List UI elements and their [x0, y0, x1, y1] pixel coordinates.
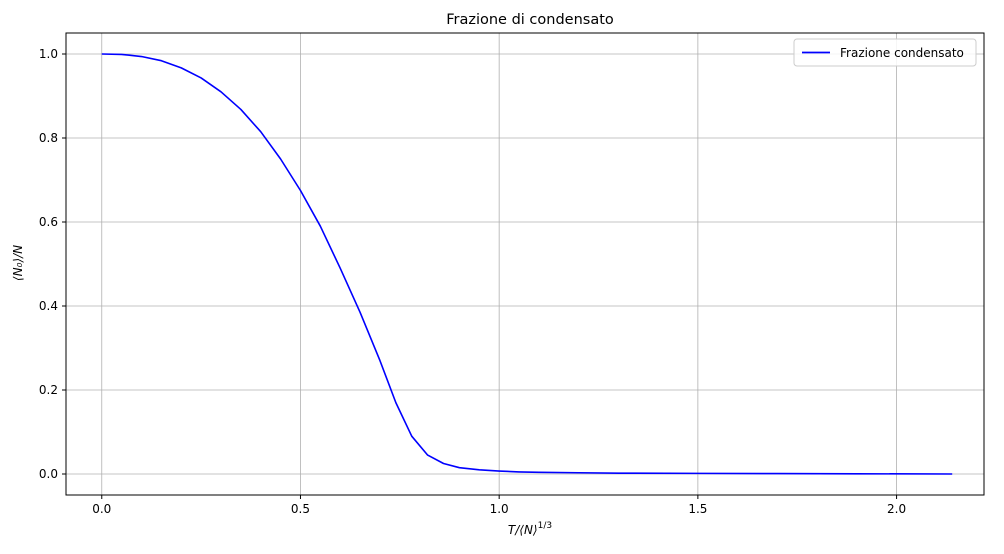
series-layer: [101, 53, 953, 475]
x-tick-label: 0.0: [92, 502, 111, 516]
ticks: 0.0 0.5 1.0 1.5 2.0 0.0 0.2 0.4 0.6 0.8 1.0: [39, 47, 906, 516]
x-tick-label: 0.5: [291, 502, 310, 516]
x-tick-label: 1.5: [688, 502, 707, 516]
x-axis-label-text: T/⟨N⟩: [508, 523, 538, 537]
y-tick-label: 0.4: [39, 299, 58, 313]
series-line: [101, 53, 953, 475]
y-tick-label: 1.0: [39, 47, 58, 61]
chart-title: Frazione di condensato: [446, 12, 614, 28]
legend-label: Frazione condensato: [840, 46, 964, 60]
y-tick-label: 0.8: [39, 131, 58, 145]
y-tick-label: 0.2: [39, 383, 58, 397]
y-tick-label: 0.0: [39, 467, 58, 481]
plot-frame: [65, 32, 985, 496]
x-tick-label: 2.0: [887, 502, 906, 516]
x-axis-label-exponent: 1/3: [538, 521, 552, 531]
y-axis-label: ⟨N₀⟩/N: [11, 245, 25, 281]
x-tick-label: 1.0: [490, 502, 509, 516]
legend-box: [793, 38, 977, 67]
legend: Frazione condensato: [793, 38, 977, 67]
y-tick-label: 0.6: [39, 215, 58, 229]
x-axis-label: T/⟨N⟩1/3: [508, 521, 552, 537]
